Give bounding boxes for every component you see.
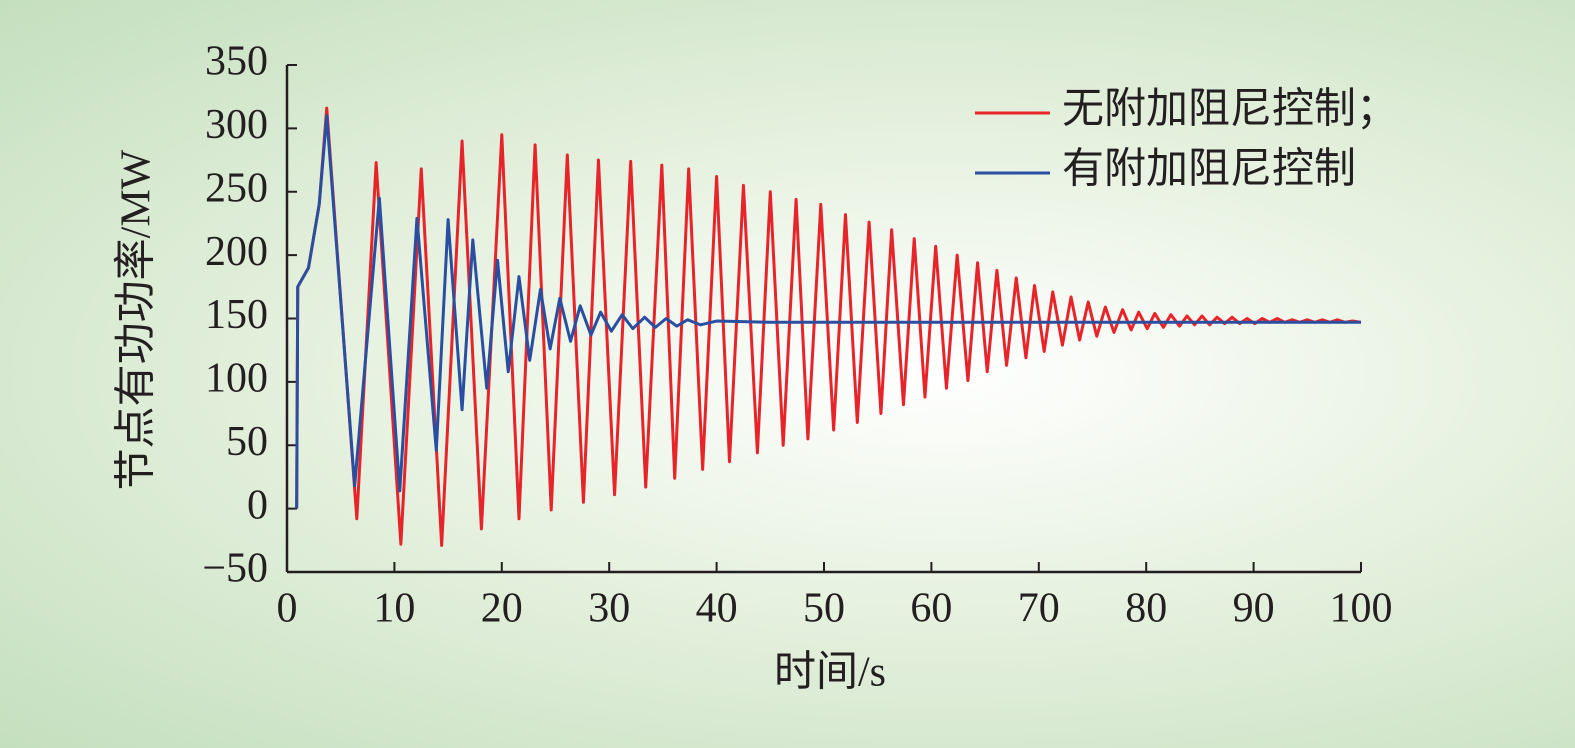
y-tick-label: 350 [205, 39, 268, 85]
x-tick-label: 40 [696, 586, 738, 632]
legend-label: 无附加阻尼控制； [1062, 87, 1398, 133]
y-tick-label: 0 [247, 482, 268, 528]
y-tick-label: 250 [205, 165, 268, 211]
x-tick-label: 80 [1125, 586, 1167, 632]
x-tick-label: 70 [1018, 586, 1060, 632]
x-tick-label: 90 [1233, 586, 1275, 632]
x-tick-label: 10 [373, 586, 415, 632]
series-line [295, 114, 1361, 509]
y-tick-label: 100 [205, 356, 268, 402]
x-tick-label: 0 [277, 586, 298, 632]
x-tick-label: 30 [588, 586, 630, 632]
legend-label: 有附加阻尼控制 [1062, 147, 1356, 193]
x-tick-label: 50 [803, 586, 845, 632]
y-tick-label: 150 [205, 292, 268, 338]
x-tick-label: 60 [910, 586, 952, 632]
y-tick-label: 50 [226, 419, 268, 465]
y-tick-label: −50 [202, 546, 268, 592]
y-tick-label: 200 [205, 229, 268, 275]
x-tick-label: 20 [481, 586, 523, 632]
y-tick-label: 300 [205, 102, 268, 148]
x-tick-label: 100 [1330, 586, 1393, 632]
x-axis-title: 时间/s [774, 650, 886, 696]
y-axis-title: 节点有功功率/MW [113, 149, 160, 490]
